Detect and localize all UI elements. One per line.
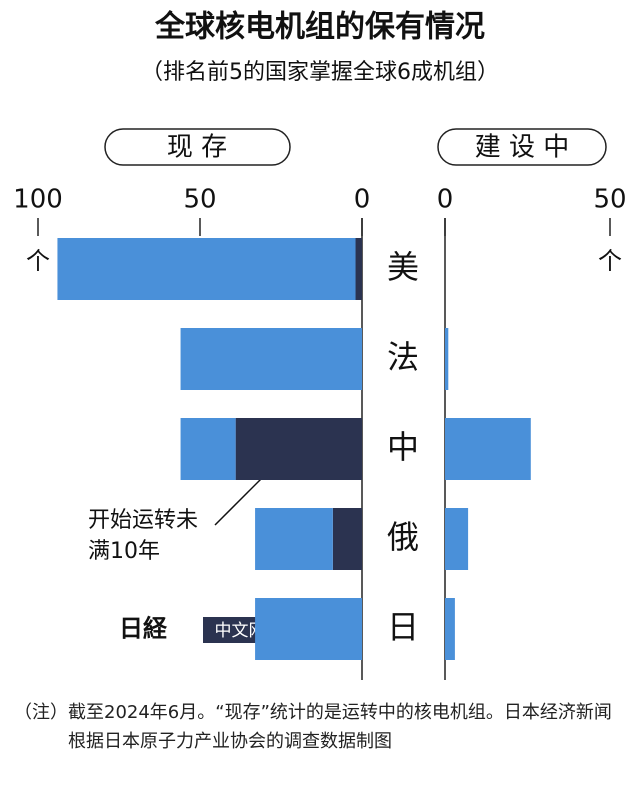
note-prefix: （注）: [14, 702, 68, 723]
bar: [180, 418, 236, 480]
watermark-text: 中文网: [215, 621, 266, 641]
annotation: 开始运转未满10年: [88, 505, 208, 567]
category-label: 法: [387, 338, 419, 376]
bar: [445, 508, 469, 570]
bar: [445, 418, 531, 480]
note-text: 截至2024年6月。“现存”统计的是运转中的核电机组。日本经济新闻根据日本原子力…: [68, 702, 612, 752]
pill: [437, 128, 607, 166]
panel-label: 建 设 中: [475, 133, 570, 163]
category-label: 俄: [387, 518, 419, 556]
category-label: 美: [387, 248, 419, 286]
bar: [57, 238, 356, 300]
bar: [255, 598, 362, 660]
bar: [332, 508, 362, 570]
category-label: 中: [387, 428, 419, 466]
unit-label: 个: [26, 247, 50, 275]
category-label: 日: [387, 608, 419, 646]
bar: [255, 508, 333, 570]
panel-label: 现 存: [167, 133, 227, 163]
bar: [445, 598, 455, 660]
x-tick-label: 0: [437, 185, 454, 215]
x-tick-label: 50: [593, 185, 626, 215]
annotation-line: [214, 477, 263, 526]
x-tick-label: 100: [13, 185, 63, 215]
note: （注） 截至2024年6月。“现存”统计的是运转中的核电机组。日本经济新闻根据日本…: [14, 698, 614, 756]
bar: [355, 238, 362, 300]
bar: [235, 418, 362, 480]
watermark-logo: 日経: [119, 614, 168, 643]
pill: [104, 128, 291, 166]
x-tick-label: 0: [354, 185, 371, 215]
unit-label: 个: [598, 247, 622, 275]
bar: [445, 328, 449, 390]
chart-subtitle: （排名前5的国家掌握全球6成机组）: [141, 60, 499, 85]
chart-title: 全球核电机组的保有情况: [154, 10, 485, 45]
bar: [180, 328, 362, 390]
x-tick-label: 50: [183, 185, 216, 215]
